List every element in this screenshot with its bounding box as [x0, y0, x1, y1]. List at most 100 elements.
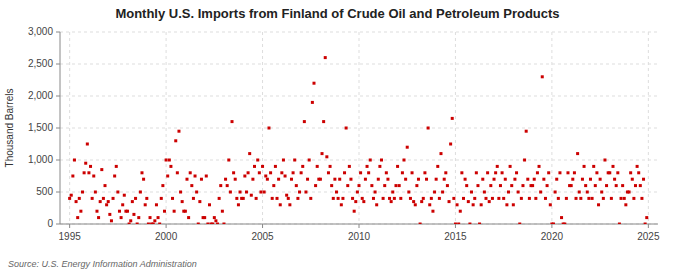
point — [512, 203, 515, 206]
point — [433, 191, 436, 194]
point — [231, 120, 234, 123]
point — [467, 200, 470, 203]
point — [79, 210, 82, 213]
point — [271, 197, 274, 200]
point — [322, 120, 325, 123]
point — [264, 175, 267, 178]
point — [420, 200, 423, 203]
point — [554, 191, 557, 194]
point — [142, 178, 145, 181]
point — [203, 216, 206, 219]
point — [176, 171, 179, 174]
point — [116, 191, 119, 194]
point — [247, 171, 250, 174]
point — [280, 171, 283, 174]
point — [134, 197, 137, 200]
point — [523, 159, 526, 162]
point — [269, 171, 272, 174]
point — [558, 171, 561, 174]
point — [419, 223, 422, 225]
point — [513, 178, 516, 181]
point — [94, 191, 97, 194]
x-grid-line — [262, 32, 263, 224]
point — [75, 200, 78, 203]
y-tick-label: 2,000 — [28, 90, 53, 101]
y-tick — [56, 128, 60, 129]
point — [549, 203, 552, 206]
point — [224, 178, 227, 181]
point — [390, 200, 393, 203]
point — [488, 200, 491, 203]
y-tick-label: 2,500 — [28, 58, 53, 69]
point — [221, 210, 224, 213]
point — [160, 197, 163, 200]
point — [645, 216, 648, 219]
point — [640, 197, 643, 200]
point — [245, 191, 248, 194]
point — [435, 178, 438, 181]
y-grid-line — [60, 96, 658, 97]
point — [213, 216, 216, 219]
point — [399, 197, 402, 200]
point — [107, 200, 110, 203]
point — [504, 178, 507, 181]
point — [584, 184, 587, 187]
point — [197, 223, 200, 225]
point — [480, 203, 483, 206]
point — [255, 197, 258, 200]
point — [261, 165, 264, 168]
point — [359, 171, 362, 174]
point — [430, 197, 433, 200]
point — [219, 184, 222, 187]
point — [375, 203, 378, 206]
point — [624, 203, 627, 206]
point — [222, 223, 225, 225]
x-grid-line — [648, 32, 649, 224]
point — [132, 213, 135, 216]
point — [276, 197, 279, 200]
point — [457, 223, 460, 225]
point — [615, 184, 618, 187]
point — [509, 165, 512, 168]
point — [296, 197, 299, 200]
point — [451, 117, 454, 120]
point — [478, 223, 481, 225]
point — [243, 175, 246, 178]
point — [266, 178, 269, 181]
x-grid-line — [166, 32, 167, 224]
point — [570, 184, 573, 187]
grid — [60, 32, 658, 224]
point — [578, 191, 581, 194]
point — [436, 165, 439, 168]
point — [110, 219, 113, 222]
point — [372, 197, 375, 200]
x-tick — [262, 224, 263, 228]
point — [560, 216, 563, 219]
point — [218, 197, 221, 200]
point — [383, 184, 386, 187]
chart: 05001,0001,5002,0002,5003,00019952000200… — [0, 0, 675, 275]
point — [472, 203, 475, 206]
point — [73, 159, 76, 162]
point — [354, 200, 357, 203]
point — [592, 165, 595, 168]
point — [497, 197, 500, 200]
point — [279, 203, 282, 206]
point — [364, 178, 367, 181]
point — [314, 184, 317, 187]
y-axis-label: Thousand Barrels — [4, 89, 15, 168]
y-tick — [56, 64, 60, 65]
y-grid-line — [60, 192, 658, 193]
point — [306, 178, 309, 181]
point — [300, 171, 303, 174]
point — [425, 178, 428, 181]
point — [153, 219, 156, 222]
point — [521, 184, 524, 187]
point — [441, 191, 444, 194]
point — [571, 178, 574, 181]
point — [234, 178, 237, 181]
point — [108, 213, 111, 216]
point — [462, 197, 465, 200]
point — [152, 223, 155, 225]
point — [250, 194, 253, 197]
